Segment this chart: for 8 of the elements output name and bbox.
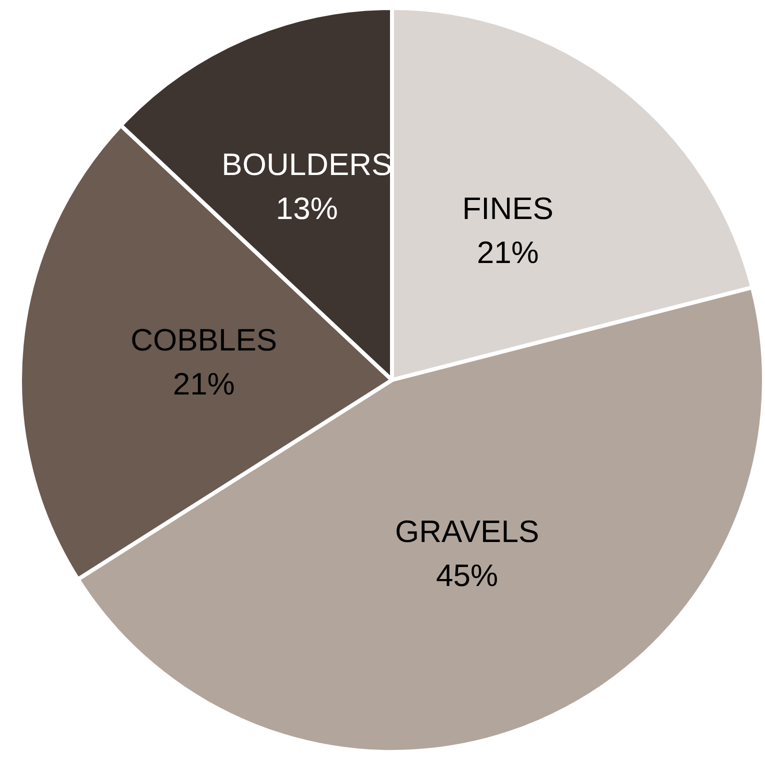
slice-label: FINES [462, 191, 554, 226]
data-label: 21% [476, 235, 539, 270]
slice-label: COBBLES [130, 322, 278, 358]
slice-label: GRAVELS [394, 514, 540, 549]
data-label: 21% [172, 366, 235, 402]
data-label: 45% [436, 558, 498, 593]
data-label: 13% [276, 191, 338, 226]
slice-label: BOULDERS [222, 147, 392, 182]
